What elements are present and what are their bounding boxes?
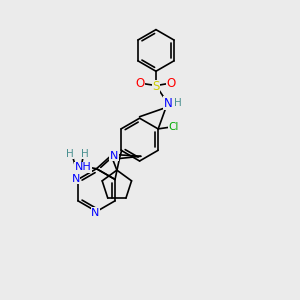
Text: NH: NH	[75, 162, 92, 172]
Text: N: N	[164, 97, 173, 110]
Text: S: S	[152, 80, 160, 93]
Text: N: N	[71, 174, 80, 184]
Text: H: H	[174, 98, 182, 108]
Text: Cl: Cl	[168, 122, 179, 132]
Text: O: O	[167, 76, 176, 90]
Text: H: H	[81, 149, 89, 159]
Text: H: H	[66, 149, 74, 159]
Text: O: O	[135, 76, 144, 90]
Text: N: N	[91, 208, 100, 218]
Text: N: N	[110, 151, 118, 160]
